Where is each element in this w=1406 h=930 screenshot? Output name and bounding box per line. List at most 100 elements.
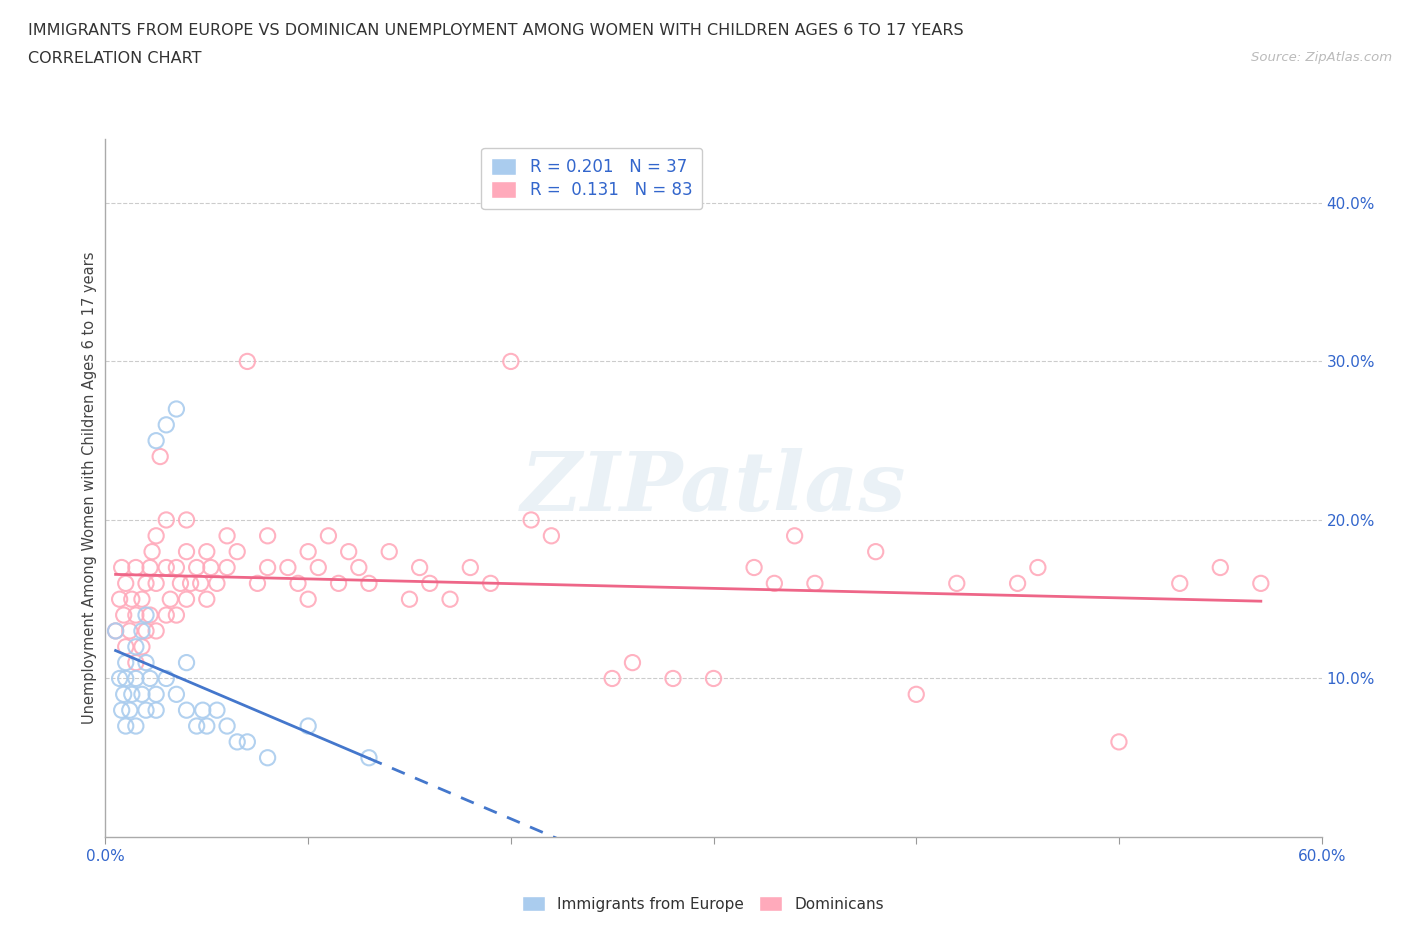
Point (111, 560, 134, 575)
Point (499, 354, 522, 369)
Point (176, 655, 198, 670)
Point (195, 544, 218, 559)
Point (205, 703, 228, 718)
Text: ZIPatlas: ZIPatlas (520, 448, 907, 528)
Point (186, 560, 208, 575)
Point (297, 544, 319, 559)
Point (347, 560, 370, 575)
Point (125, 639, 148, 654)
Point (145, 623, 167, 638)
Point (155, 560, 177, 575)
Point (945, 576, 967, 591)
Point (155, 607, 177, 622)
Point (186, 719, 208, 734)
Point (131, 639, 153, 654)
Point (479, 576, 502, 591)
Point (155, 418, 177, 432)
Point (145, 433, 167, 448)
Point (104, 623, 127, 638)
Point (520, 512, 543, 527)
Point (328, 576, 350, 591)
Point (159, 591, 181, 606)
Point (439, 591, 461, 606)
Point (118, 623, 141, 638)
Point (246, 576, 269, 591)
Point (540, 528, 562, 543)
Point (114, 655, 136, 670)
Point (114, 719, 136, 734)
Legend: R = 0.201   N = 37, R =  0.131   N = 83: R = 0.201 N = 37, R = 0.131 N = 83 (481, 148, 703, 209)
Point (169, 576, 191, 591)
Point (139, 560, 162, 575)
Point (621, 655, 644, 670)
Point (121, 687, 143, 702)
Y-axis label: Unemployment Among Women with Children Ages 6 to 17 years: Unemployment Among Women with Children A… (82, 252, 97, 724)
Point (195, 591, 218, 606)
Point (662, 671, 685, 686)
Point (600, 671, 623, 686)
Point (104, 623, 127, 638)
Point (112, 607, 135, 622)
Point (135, 655, 157, 670)
Point (141, 544, 163, 559)
Point (865, 544, 887, 559)
Point (135, 703, 157, 718)
Point (165, 560, 187, 575)
Point (195, 719, 218, 734)
Point (145, 528, 167, 543)
Point (135, 607, 157, 622)
Point (176, 703, 198, 718)
Point (217, 528, 239, 543)
Point (139, 671, 162, 686)
Point (135, 576, 157, 591)
Legend: Immigrants from Europe, Dominicans: Immigrants from Europe, Dominicans (516, 889, 890, 918)
Point (1108, 735, 1130, 750)
Point (118, 703, 141, 718)
Point (125, 655, 148, 670)
Point (176, 544, 198, 559)
Point (205, 576, 228, 591)
Point (1026, 560, 1049, 575)
Point (155, 671, 177, 686)
Point (114, 576, 136, 591)
Point (236, 354, 259, 369)
Point (297, 591, 319, 606)
Text: CORRELATION CHART: CORRELATION CHART (28, 51, 201, 66)
Point (114, 639, 136, 654)
Point (191, 703, 214, 718)
Point (287, 576, 309, 591)
Point (905, 687, 928, 702)
Point (256, 528, 278, 543)
Point (108, 671, 131, 686)
Point (131, 591, 153, 606)
Point (180, 576, 202, 591)
Point (307, 560, 329, 575)
Point (226, 735, 249, 750)
Point (318, 528, 340, 543)
Point (149, 449, 172, 464)
Point (125, 719, 148, 734)
Point (176, 591, 198, 606)
Point (763, 576, 786, 591)
Point (112, 687, 135, 702)
Point (145, 576, 167, 591)
Point (398, 591, 420, 606)
Point (165, 607, 187, 622)
Point (145, 703, 167, 718)
Point (125, 607, 148, 622)
Point (139, 607, 162, 622)
Point (1007, 576, 1029, 591)
Point (783, 528, 806, 543)
Point (357, 751, 380, 765)
Point (131, 623, 153, 638)
Point (145, 687, 167, 702)
Text: Source: ZipAtlas.com: Source: ZipAtlas.com (1251, 51, 1392, 64)
Text: IMMIGRANTS FROM EUROPE VS DOMINICAN UNEMPLOYMENT AMONG WOMEN WITH CHILDREN AGES : IMMIGRANTS FROM EUROPE VS DOMINICAN UNEM… (28, 23, 963, 38)
Point (408, 560, 430, 575)
Point (419, 576, 441, 591)
Point (1209, 560, 1232, 575)
Point (155, 512, 177, 527)
Point (135, 623, 157, 638)
Point (111, 703, 134, 718)
Point (121, 591, 143, 606)
